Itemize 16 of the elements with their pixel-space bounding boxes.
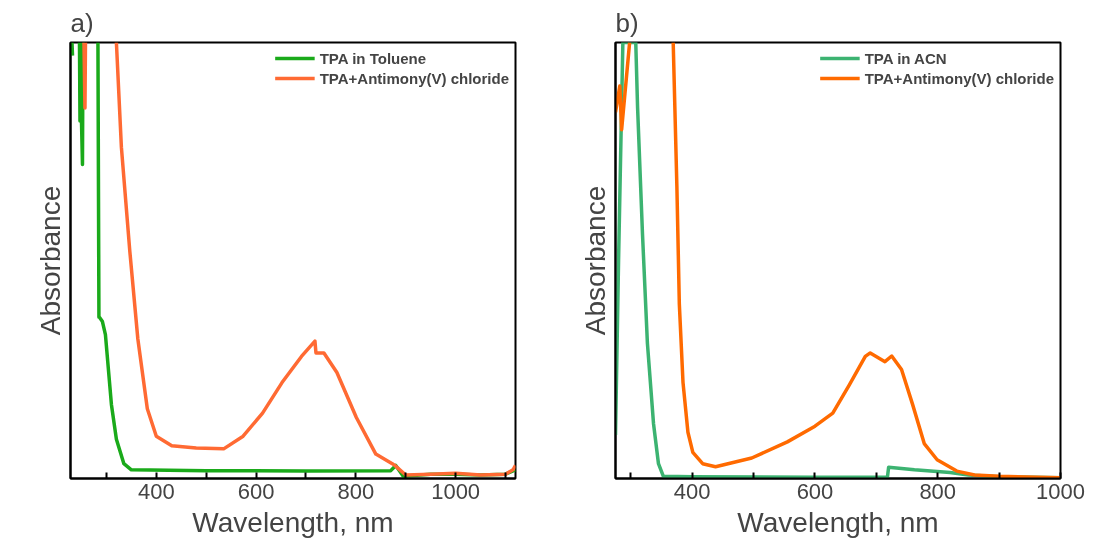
x-tick-label: 1000 bbox=[1036, 478, 1085, 504]
x-axis-title: Wavelength, nm bbox=[737, 506, 939, 538]
chart-title: b) bbox=[615, 7, 639, 38]
x-tick-label: 600 bbox=[237, 478, 275, 504]
legend-label: TPA in ACN bbox=[864, 49, 947, 67]
chart-title: a) bbox=[70, 7, 94, 38]
x-tick-label: 600 bbox=[796, 478, 834, 504]
y-axis-title: Absorbance bbox=[34, 185, 66, 336]
legend-label: TPA+Antimony(V) chloride bbox=[864, 69, 1054, 87]
x-axis-title: Wavelength, nm bbox=[192, 506, 394, 538]
x-tick-label: 800 bbox=[337, 478, 375, 504]
x-tick-label: 800 bbox=[919, 478, 957, 504]
x-tick-label: 400 bbox=[137, 478, 175, 504]
x-tick-label: 400 bbox=[673, 478, 711, 504]
x-tick-label: 1000 bbox=[431, 478, 481, 504]
y-axis-title: Absorbance bbox=[579, 185, 611, 336]
